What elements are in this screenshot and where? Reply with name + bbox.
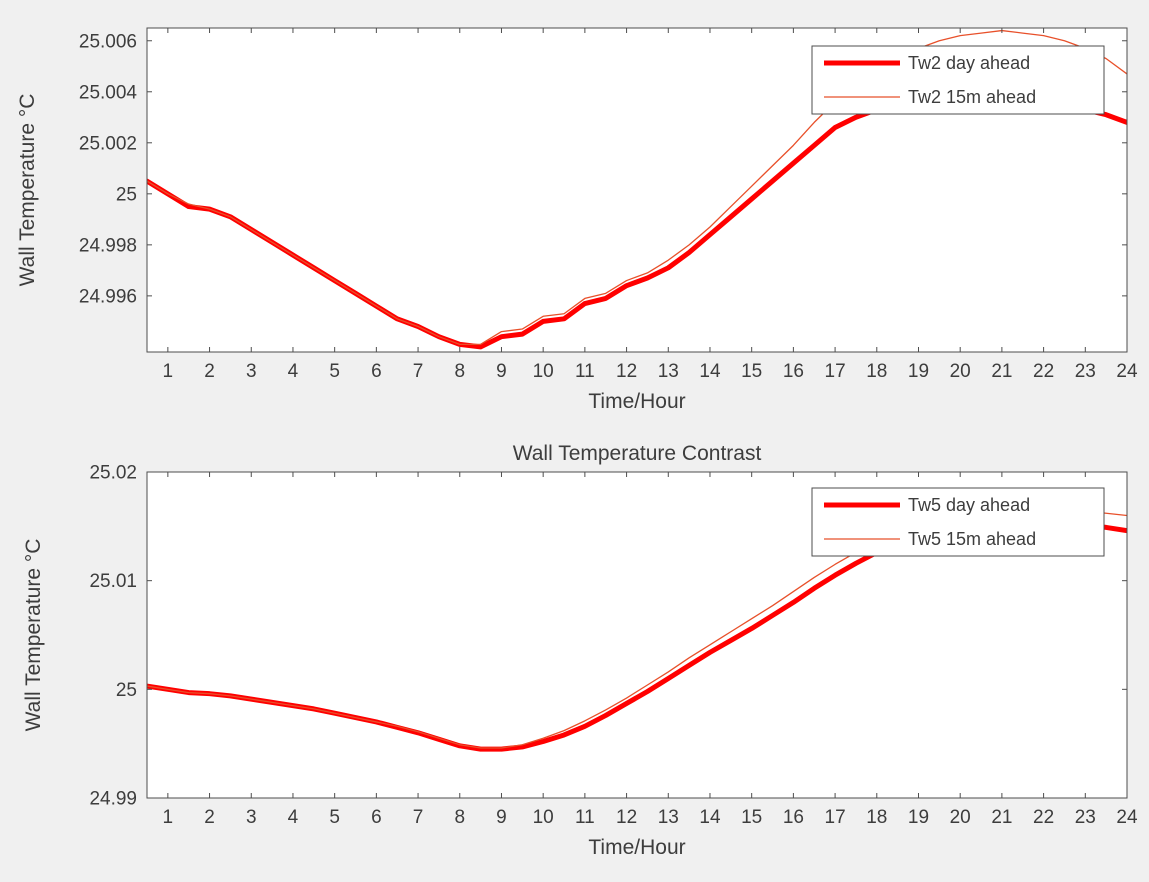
x-tick-label: 6	[371, 361, 382, 382]
series-line-2	[147, 29, 1127, 345]
legend-box[interactable]	[811, 487, 1105, 557]
axes-box	[146, 27, 1128, 353]
y-tick-label: 25.002	[79, 133, 137, 154]
x-tick-label: 5	[329, 361, 340, 382]
y-tick-label: 24.996	[79, 286, 137, 307]
y-tick-label: 25.006	[79, 31, 137, 52]
x-tick-label: 16	[783, 361, 804, 382]
y-axis-label: Wall Temperature °C	[22, 539, 45, 732]
x-tick-label: 4	[288, 807, 299, 828]
y-tick-label: 25	[116, 680, 137, 701]
x-tick-label: 2	[204, 807, 215, 828]
x-tick-label: 11	[575, 361, 595, 382]
x-tick-label: 13	[658, 361, 679, 382]
x-tick-label: 1	[163, 361, 174, 382]
x-tick-label: 18	[866, 361, 887, 382]
y-axis-label: Wall Temperature °C	[16, 94, 39, 287]
x-tick-label: 24	[1116, 361, 1138, 382]
legend-label: Tw2 day ahead	[908, 53, 1030, 73]
y-tick-label: 25	[116, 184, 137, 205]
x-tick-label: 20	[950, 361, 971, 382]
x-tick-label: 9	[496, 361, 507, 382]
x-tick-label: 18	[866, 807, 887, 828]
legend-label: Tw5 day ahead	[908, 495, 1030, 515]
chart-top-wall-temperature: 1 2 3 4 5 6 7 8 9 10 11 12 13 14 15 16 17 18 19 20 21 22 23 242…	[16, 27, 1138, 413]
x-tick-label: 3	[246, 807, 257, 828]
x-tick-label: 11	[575, 807, 595, 828]
x-tick-label: 2	[204, 361, 215, 382]
y-tick-label: 24.998	[79, 235, 137, 256]
x-tick-label: 4	[288, 361, 299, 382]
x-tick-label: 3	[246, 361, 257, 382]
x-tick-label: 9	[496, 807, 507, 828]
x-tick-label: 7	[413, 807, 424, 828]
x-tick-label: 15	[741, 361, 762, 382]
x-tick-label: 14	[699, 807, 721, 828]
x-tick-label: 19	[908, 361, 929, 382]
x-tick-label: 23	[1075, 807, 1096, 828]
x-tick-label: 24	[1116, 807, 1138, 828]
x-tick-label: 17	[825, 361, 846, 382]
x-tick-label: 22	[1033, 807, 1054, 828]
x-tick-label: 12	[616, 807, 637, 828]
legend-label: Tw2 15m ahead	[908, 87, 1036, 107]
chart-bottom-wall-temperature-contrast: 1 2 3 4 5 6 7 8 9 10 11 12 13 14 15 16 17 18 19 20 21 22 23 242…	[22, 442, 1138, 859]
y-tick-label: 25.02	[89, 463, 137, 484]
x-tick-label: 22	[1033, 361, 1054, 382]
x-tick-label: 5	[329, 807, 340, 828]
x-tick-label: 20	[950, 807, 971, 828]
x-tick-label: 1	[163, 807, 174, 828]
legend-box[interactable]	[811, 45, 1105, 115]
x-tick-label: 12	[616, 361, 637, 382]
x-tick-label: 14	[699, 361, 721, 382]
x-tick-label: 10	[533, 807, 554, 828]
x-tick-label: 21	[991, 807, 1012, 828]
x-axis-label: Time/Hour	[588, 836, 685, 859]
x-tick-label: 6	[371, 807, 382, 828]
y-tick-label: 25.004	[79, 82, 138, 103]
y-tick-label: 25.01	[89, 571, 137, 592]
x-axis-label: Time/Hour	[588, 390, 685, 413]
x-tick-label: 21	[991, 361, 1012, 382]
x-tick-label: 7	[413, 361, 424, 382]
x-tick-label: 15	[741, 807, 762, 828]
y-tick-label: 24.99	[89, 789, 137, 810]
x-tick-label: 10	[533, 361, 554, 382]
x-tick-label: 8	[454, 807, 465, 828]
axes-box	[146, 471, 1128, 799]
x-tick-label: 17	[825, 807, 846, 828]
x-tick-label: 13	[658, 807, 679, 828]
x-tick-label: 23	[1075, 361, 1096, 382]
x-tick-label: 16	[783, 807, 804, 828]
x-tick-label: 8	[454, 361, 465, 382]
x-tick-label: 19	[908, 807, 929, 828]
chart-title: Wall Temperature Contrast	[513, 442, 762, 465]
legend-label: Tw5 15m ahead	[908, 529, 1036, 549]
